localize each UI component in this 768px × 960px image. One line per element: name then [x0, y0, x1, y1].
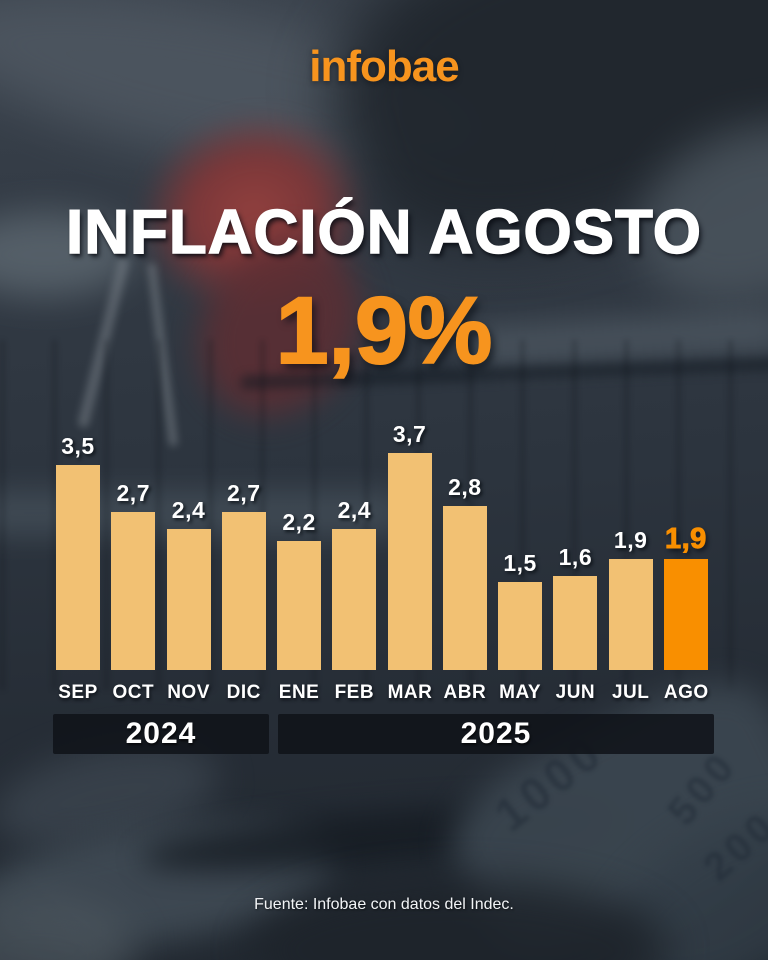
bar-value-label: 3,7: [392, 421, 427, 447]
bar: [111, 512, 156, 670]
bar-value-label: 1,6: [558, 544, 593, 570]
month-label: FEB: [334, 682, 375, 703]
bar-column: 3,7: [387, 421, 432, 670]
month-label: JUN: [555, 682, 596, 703]
bar-column: 2,8: [442, 474, 487, 670]
bar: [221, 512, 266, 670]
bar-highlighted: [663, 559, 708, 670]
month-label: JUL: [611, 682, 650, 703]
bar: [166, 529, 211, 670]
bar: [332, 529, 377, 670]
bar-column: 2,7: [221, 480, 266, 670]
bar-value-label: 1,9: [613, 527, 648, 553]
bar-value-label: 2,4: [171, 497, 206, 523]
bar-column: 2,2: [277, 509, 322, 670]
month-label: MAR: [387, 682, 433, 703]
bar-value-label: 2,2: [282, 509, 316, 535]
year-pill: 2024: [53, 714, 269, 754]
bar-value-label: 2,8: [448, 474, 482, 500]
month-label: NOV: [167, 682, 210, 703]
bar-column: 1,6: [553, 544, 598, 670]
month-label: MAY: [499, 682, 542, 703]
year-pill: 2025: [278, 714, 714, 754]
bar-value-label: 1,5: [503, 550, 537, 576]
month-label: ENE: [278, 682, 320, 703]
bar-value-label: 1,9: [665, 523, 707, 556]
bar-value-label: 3,5: [61, 433, 95, 459]
month-label: ABR: [443, 682, 487, 703]
bar-value-label: 2,4: [337, 497, 372, 523]
bar: [608, 559, 653, 670]
bar: [442, 506, 487, 670]
inflation-bar-chart: 3,5 2,7 2,4 2,7 2,2 2,4 3,7 2,8 1,5 1,6 1,9 1,9: [56, 412, 708, 670]
source-text: Fuente: Infobae con datos del Indec.: [254, 896, 514, 913]
month-label: AGO: [663, 682, 709, 703]
bar-column: 2,4: [332, 497, 377, 670]
bar-column: 1,5: [498, 550, 543, 670]
bar-column: 1,9: [663, 523, 708, 670]
bar: [387, 453, 432, 670]
month-label: DIC: [226, 682, 261, 703]
bar: [277, 541, 322, 670]
bar: [498, 582, 543, 670]
bar-column: 3,5: [56, 433, 100, 670]
year-group-labels: 2024 2025: [53, 714, 714, 754]
bar: [553, 576, 598, 670]
bar-value-label: 2,7: [116, 480, 150, 506]
page-title: INFLACIÓN AGOSTO: [65, 197, 702, 267]
bar-column: 2,4: [166, 497, 211, 670]
month-axis-labels: SEP OCT NOV DIC ENE FEB MAR ABR MAY JUN JUL AGO: [56, 682, 708, 704]
bar: [56, 465, 100, 670]
headline-inflation-value: 1,9%: [275, 278, 494, 384]
bar-column: 2,7: [111, 480, 156, 670]
bar-column: 1,9: [608, 527, 653, 670]
infobae-logo: infobae: [309, 42, 459, 91]
bar-value-label: 2,7: [227, 480, 261, 506]
month-label: OCT: [112, 682, 155, 703]
month-label: SEP: [58, 682, 98, 703]
